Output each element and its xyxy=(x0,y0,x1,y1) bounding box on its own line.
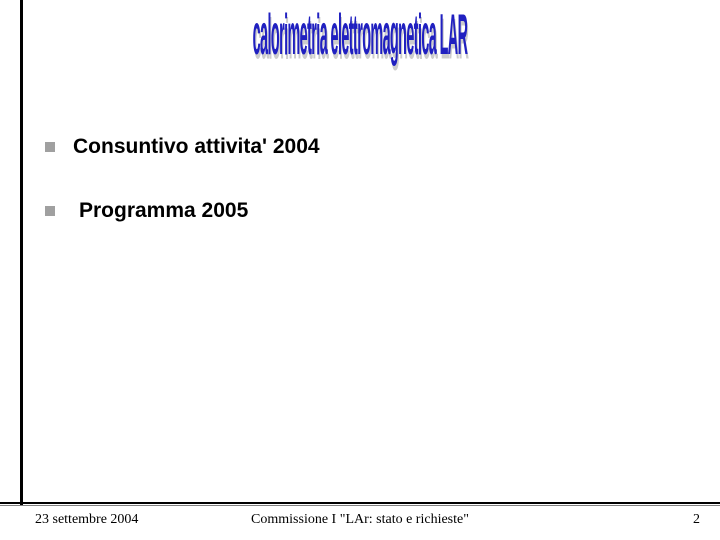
footer-divider-thin xyxy=(0,505,720,506)
vertical-accent-line xyxy=(20,0,23,505)
bullet-list: Consuntivo attivita' 2004 Programma 2005 xyxy=(45,135,320,263)
bullet-marker-icon xyxy=(45,142,55,152)
slide-title: calorimetria elettromagnetica LAR xyxy=(253,1,468,69)
list-item: Consuntivo attivita' 2004 xyxy=(45,135,320,159)
footer-divider xyxy=(0,502,720,504)
bullet-text: Consuntivo attivita' 2004 xyxy=(73,135,320,159)
footer-title: Commissione I "LAr: stato e richieste" xyxy=(251,512,469,528)
slide-footer: 23 settembre 2004 Commissione I "LAr: st… xyxy=(0,512,720,528)
slide-number: 2 xyxy=(693,512,700,528)
list-item: Programma 2005 xyxy=(45,199,320,223)
footer-date: 23 settembre 2004 xyxy=(35,512,138,528)
bullet-text: Programma 2005 xyxy=(79,199,248,223)
bullet-marker-icon xyxy=(45,206,55,216)
